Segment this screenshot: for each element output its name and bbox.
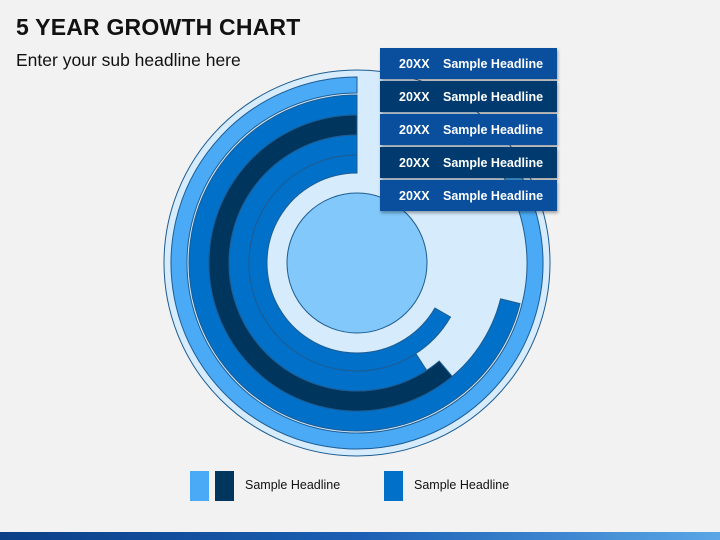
label-text: Sample Headline (443, 89, 544, 104)
footer-accent-bar (0, 532, 720, 540)
label-text: Sample Headline (443, 56, 544, 71)
legend-label-1: Sample Headline (245, 478, 341, 492)
legend-swatch-mid (384, 471, 403, 501)
label-text: Sample Headline (443, 155, 544, 170)
label-text: Sample Headline (443, 122, 544, 137)
label-box-1: 20XX Sample Headline (380, 48, 557, 79)
label-text: Sample Headline (443, 188, 544, 203)
legend-swatch-light (190, 471, 209, 501)
label-box-2: 20XX Sample Headline (380, 81, 557, 112)
label-box-4: 20XX Sample Headline (380, 147, 557, 178)
label-box-5: 20XX Sample Headline (380, 180, 557, 211)
page-subtitle: Enter your sub headline here (16, 50, 241, 70)
label-year: 20XX (399, 122, 430, 137)
center-disc (286, 192, 428, 334)
label-year: 20XX (399, 89, 430, 104)
page-title: 5 YEAR GROWTH CHART (16, 14, 301, 40)
label-box-3: 20XX Sample Headline (380, 114, 557, 145)
label-year: 20XX (399, 56, 430, 71)
legend-label-2: Sample Headline (414, 478, 510, 492)
legend-swatch-dark (215, 471, 234, 501)
label-year: 20XX (399, 188, 430, 203)
arc-bar-5 (248, 154, 452, 372)
label-year: 20XX (399, 155, 430, 170)
